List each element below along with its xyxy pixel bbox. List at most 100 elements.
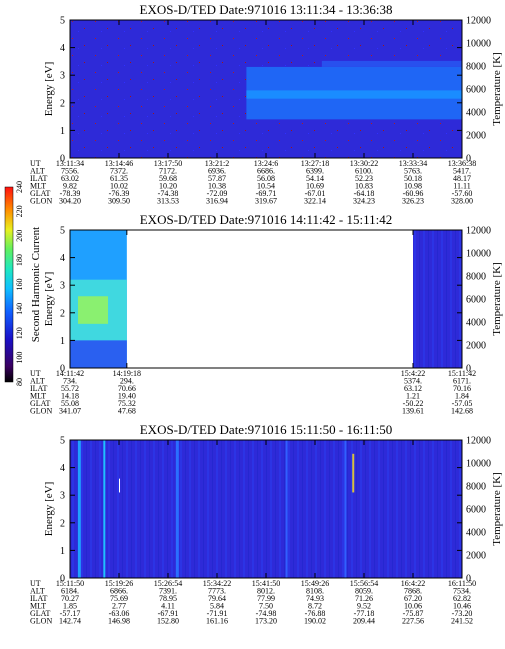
ephemeris-value: 734. <box>63 377 77 386</box>
ephemeris-value: 7773. <box>208 587 226 596</box>
ephemeris-value: 6171. <box>453 377 471 386</box>
colorbar-tick-label: 180 <box>15 254 24 266</box>
ephemeris-value: 47.68 <box>118 407 136 416</box>
ephemeris-value: -57.17 <box>60 609 81 618</box>
ephemeris-row-label: ALT <box>30 167 45 176</box>
ephemeris-value: 142.68 <box>451 407 473 416</box>
ephemeris-value: 59.68 <box>159 174 177 183</box>
ephemeris-value: -73.20 <box>452 609 473 618</box>
panel-title: EXOS-D/TED Date:971016 15:11:50 - 16:11:… <box>140 422 393 437</box>
ion-band-upper-edge <box>321 60 462 67</box>
spectrogram-background <box>70 230 462 368</box>
ephemeris-value: 19.40 <box>118 392 136 401</box>
y-tick-label: 3 <box>60 281 65 292</box>
ephemeris-value: 61.35 <box>110 174 128 183</box>
ephemeris-value: 142.74 <box>59 617 81 626</box>
ephemeris-value: 6100. <box>355 167 373 176</box>
ephemeris-value: 71.26 <box>355 594 373 603</box>
y2-tick-label: 6000 <box>466 505 486 516</box>
y2-tick-label: 8000 <box>466 272 486 283</box>
ephemeris-row-label: MLT <box>30 182 46 191</box>
ephemeris-value: 209.44 <box>353 617 375 626</box>
ephemeris-value: 8108. <box>306 587 324 596</box>
ephemeris-value: 15:19:26 <box>105 579 133 588</box>
colorbar-label: Second Harmonic Current <box>30 227 42 342</box>
y-tick-label: 4 <box>60 253 65 264</box>
ephemeris-value: 16:11:50 <box>448 579 476 588</box>
ephemeris-value: 341.07 <box>59 407 81 416</box>
y2-axis-label: Temperature [K] <box>491 262 503 335</box>
ephemeris-value: 15:26:54 <box>154 579 182 588</box>
ephemeris-value: 304.20 <box>59 197 81 206</box>
ephemeris-value: 56.08 <box>257 174 275 183</box>
colorbar-scale <box>4 186 14 383</box>
plot-frame <box>69 229 463 369</box>
ephemeris-value: 75.32 <box>118 399 136 408</box>
ephemeris-value: 313.53 <box>157 197 179 206</box>
ephemeris-value: 7556. <box>61 167 79 176</box>
y-tick-label: 5 <box>60 436 65 447</box>
ephemeris-value: 7.50 <box>259 602 273 611</box>
y2-tick-label: 12000 <box>466 226 491 237</box>
ephemeris-row-label: MLT <box>30 602 46 611</box>
ephemeris-value: 10.98 <box>404 182 422 191</box>
panel-2: EXOS-D/TED Date:971016 14:11:42 - 15:11:… <box>4 181 503 416</box>
ephemeris-value: 326.23 <box>402 197 424 206</box>
ephemeris-value: 8012. <box>257 587 275 596</box>
ephemeris-value: 67.20 <box>404 594 422 603</box>
ephemeris-value: 7868. <box>404 587 422 596</box>
ephemeris-value: -78.39 <box>60 189 81 198</box>
ephemeris-value: 14:19:18 <box>113 369 141 378</box>
ephemeris-row-label: ILAT <box>30 594 47 603</box>
ephemeris-value: -71.91 <box>207 609 228 618</box>
ephemeris-value: -72.09 <box>207 189 228 198</box>
y-tick-label: 3 <box>60 491 65 502</box>
ephemeris-value: 5417. <box>453 167 471 176</box>
ephemeris-row-label: UT <box>30 369 41 378</box>
ephemeris-value: 6686. <box>257 167 275 176</box>
y-tick-label: 0 <box>60 364 65 375</box>
ion-band-core <box>246 90 462 99</box>
y2-tick-label: 2000 <box>466 551 486 562</box>
ephemeris-value: 316.94 <box>206 197 228 206</box>
ephemeris-row-label: GLAT <box>30 399 51 408</box>
ephemeris-value: 241.52 <box>451 617 473 626</box>
ephemeris-value: 50.18 <box>404 174 422 183</box>
ephemeris-value: 1.85 <box>63 602 77 611</box>
ephemeris-value: 4.11 <box>161 602 175 611</box>
y-tick-label: 2 <box>60 518 65 529</box>
ephemeris-value: -74.38 <box>158 189 179 198</box>
ephemeris-value: 13:21:2 <box>205 159 229 168</box>
intensity-mark <box>352 453 355 493</box>
ephemeris-value: 146.98 <box>108 617 130 626</box>
ephemeris-value: 10.54 <box>257 182 275 191</box>
ephemeris-row-label: ALT <box>30 377 45 386</box>
ephemeris-value: 70.66 <box>118 384 136 393</box>
ephemeris-value: 10.02 <box>110 182 128 191</box>
y-axis-label: Energy [eV] <box>43 482 55 536</box>
y2-tick-label: 10000 <box>466 459 491 470</box>
ephemeris-value: 1.21 <box>406 392 420 401</box>
colorbar-tick-label: 140 <box>15 303 24 315</box>
ephemeris-row-label: ILAT <box>30 384 47 393</box>
panel-title: EXOS-D/TED Date:971016 14:11:42 - 15:11:… <box>140 212 393 227</box>
panel-1: EXOS-D/TED Date:971016 13:11:34 - 13:36:… <box>30 2 503 206</box>
y-tick-label: 1 <box>60 126 65 137</box>
y-tick-label: 5 <box>60 16 65 27</box>
ephemeris-value: 10.20 <box>159 182 177 191</box>
ephemeris-value: -74.98 <box>256 609 277 618</box>
ephemeris-row-label: GLON <box>30 617 52 626</box>
ephemeris-value: 309.50 <box>108 197 130 206</box>
y2-tick-label: 8000 <box>466 482 486 493</box>
y2-tick-label: 0 <box>466 364 471 375</box>
intensity-stripe <box>344 440 347 578</box>
ephemeris-value: 15:11:50 <box>56 579 84 588</box>
intensity-stripe <box>175 440 179 578</box>
y2-tick-label: 6000 <box>466 295 486 306</box>
y-tick-label: 0 <box>60 154 65 165</box>
ephemeris-value: -50.22 <box>403 399 424 408</box>
ephemeris-value: 319.67 <box>255 197 277 206</box>
ephemeris-value: 152.80 <box>157 617 179 626</box>
